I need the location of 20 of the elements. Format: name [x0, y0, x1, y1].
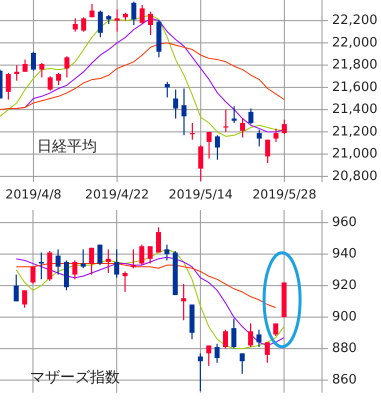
x-tick-label: 2019/5/28 — [252, 186, 316, 202]
y-tick-label: 21,600 — [332, 80, 378, 95]
y-tick-label: 860 — [332, 372, 357, 388]
text: 日経平均 — [37, 137, 97, 155]
y-tick-label: 960 — [332, 215, 357, 230]
x-tick-label: 2019/5/14 — [168, 186, 233, 202]
x-tick-label: 2019/4/8 — [5, 186, 62, 202]
x-tick-label: 2019/4/22 — [85, 186, 150, 202]
y-tick-label: 900 — [332, 310, 357, 325]
text: マザーズ指数 — [30, 368, 120, 386]
y-tick-label: 880 — [332, 341, 357, 356]
y-tick-label: 21,800 — [332, 58, 378, 73]
y-tick-label: 22,000 — [332, 35, 378, 50]
y-tick-label: 920 — [332, 278, 357, 294]
y-tick-label: 940 — [332, 246, 357, 262]
y-tick-label: 22,200 — [332, 13, 378, 28]
y-tick-label: 21,400 — [332, 102, 378, 118]
y-tick-label: 20,800 — [332, 168, 378, 184]
y-tick-label: 21,000 — [332, 146, 378, 162]
y-tick-label: 21,200 — [332, 124, 378, 140]
